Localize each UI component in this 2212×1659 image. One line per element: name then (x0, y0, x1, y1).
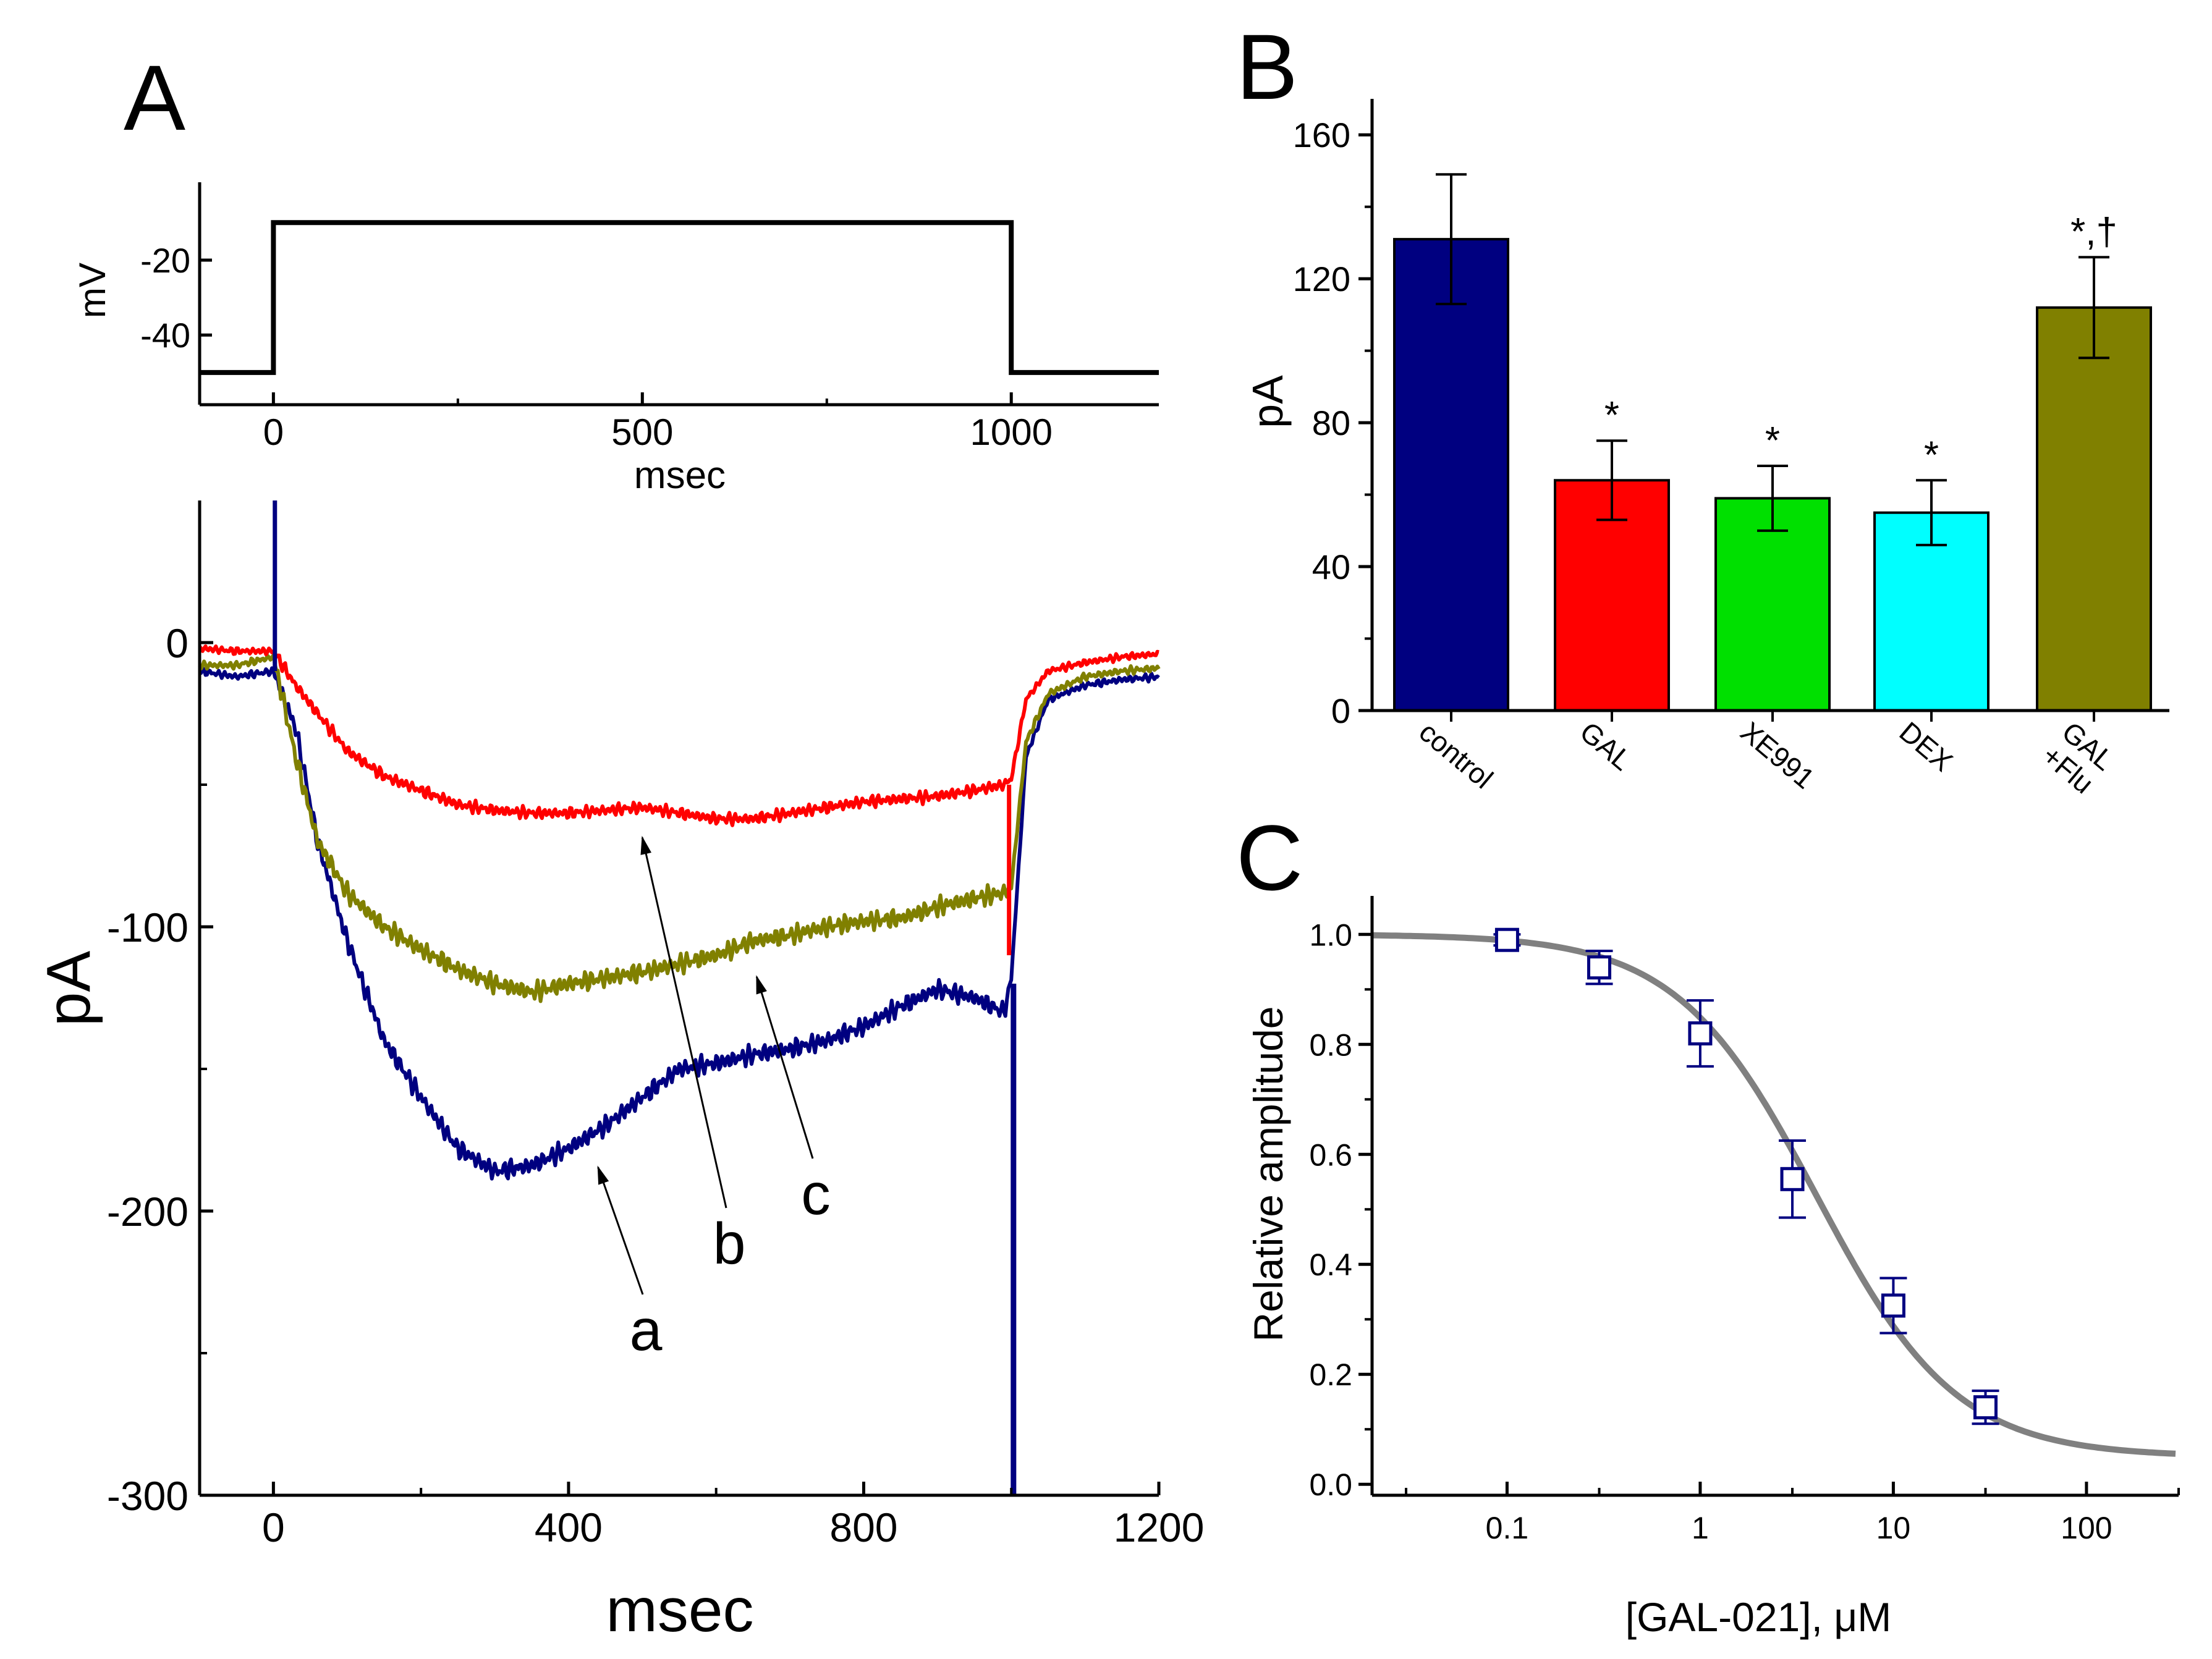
data-point (1688, 1021, 1713, 1045)
data-point (1494, 927, 1519, 952)
voltage-x-tick-label: 1000 (970, 412, 1052, 453)
voltage-y-tick-label: -20 (140, 241, 190, 280)
data-point (1587, 955, 1612, 980)
data-point (1780, 1167, 1805, 1191)
dose-y-tick-label: 0.6 (1309, 1138, 1352, 1172)
voltage-y-tick-label: -40 (140, 316, 190, 355)
bar-2 (1714, 497, 1831, 712)
significance-mark-2: * (1765, 420, 1780, 462)
voltage-axes: 0 500 1000 -20 -40 (140, 182, 1159, 453)
voltage-trace-group (200, 220, 1159, 375)
category-label-line: GAL (1574, 716, 1638, 777)
current-y-tick-label: 0 (166, 620, 189, 666)
bar-0 (1393, 238, 1509, 712)
dose-y-tick-label: 0.2 (1309, 1357, 1352, 1392)
category-label-1: GAL (1574, 716, 1638, 777)
current-trace-c (198, 653, 1161, 1003)
bar-y-tick-label: 120 (1293, 260, 1350, 298)
significance-mark-3: * (1924, 434, 1939, 476)
panel-label-b: B (1236, 15, 1298, 119)
dose-y-tick-label: 0.0 (1309, 1467, 1352, 1502)
fit-curve (1372, 932, 2176, 1457)
current-x-axis-label: msec (606, 1576, 754, 1645)
current-x-tick-label: 0 (262, 1505, 285, 1550)
category-label-4: GAL+Flu (2036, 716, 2120, 800)
voltage-y-axis-label: mV (72, 263, 113, 318)
bar-y-axis-label: pA (1244, 375, 1292, 428)
current-y-tick-label: -200 (107, 1189, 189, 1235)
bar-axes: 0 40 80 120 160 (1293, 99, 2169, 730)
dose-y-tick-label: 0.8 (1309, 1028, 1352, 1062)
current-y-tick-label: -300 (107, 1473, 189, 1519)
voltage-x-tick-label: 500 (611, 412, 673, 453)
annotation-label-a: a (630, 1298, 663, 1363)
bar-y-tick-label: 0 (1331, 691, 1350, 730)
voltage-trace-line (200, 220, 1159, 375)
category-label-3: DEX (1894, 716, 1959, 778)
current-x-tick-label: 800 (829, 1505, 897, 1550)
current-trace-a (199, 666, 1160, 1181)
current-trace-group (198, 500, 1161, 1495)
fit-curve-group (1372, 932, 2176, 1457)
significance-mark-1: * (1604, 394, 1619, 437)
bar-4 (2036, 306, 2152, 712)
dose-axes: 0.1 1 10 100 0.0 0.2 0.4 0.6 0.8 1.0 (1309, 896, 2180, 1545)
dose-x-tick-label: 100 (2061, 1511, 2112, 1545)
bar-y-tick-label: 40 (1312, 547, 1350, 586)
dose-x-tick-label: 1 (1692, 1511, 1709, 1545)
current-x-tick-label: 1200 (1114, 1505, 1205, 1550)
annotation-label-c: c (801, 1162, 831, 1227)
panel-label-a: A (124, 46, 185, 150)
voltage-x-tick-label: 0 (263, 412, 284, 453)
annotation-arrow-b (640, 835, 727, 1209)
dose-y-tick-label: 1.0 (1309, 918, 1352, 952)
annotation-arrow-a (597, 1165, 644, 1295)
data-point (1881, 1293, 1905, 1318)
category-label-line: XE991 (1735, 716, 1821, 795)
current-axes: 0 400 800 1200 0 -100 -200 -300 (107, 500, 1205, 1550)
current-y-axis-label: pA (34, 951, 103, 1027)
annotation-label-b: b (713, 1211, 746, 1277)
panel-label-c: C (1236, 806, 1303, 910)
panel-c-dose-response: 0.1 1 10 100 0.0 0.2 0.4 0.6 0.8 1.0 Relative amp… (1245, 896, 2180, 1640)
trace-annotations: abc (597, 835, 831, 1363)
significance-mark-4: *,† (2070, 211, 2117, 253)
category-label-0: control (1413, 716, 1499, 795)
dose-y-axis-label: Relative amplitude (1245, 1007, 1291, 1342)
category-label-line: control (1413, 716, 1499, 795)
current-trace-b (198, 644, 1159, 827)
category-label-line: DEX (1894, 716, 1959, 778)
bar-group: control * GAL * XE991 * DEX *,† GAL+Flu (1393, 173, 2152, 800)
panel-a-voltage-plot: 0 500 1000 -20 -40 mV msec (72, 182, 1159, 497)
dose-y-tick-label: 0.4 (1309, 1247, 1352, 1282)
dose-x-tick-label: 0.1 (1486, 1511, 1529, 1545)
current-x-tick-label: 400 (535, 1505, 603, 1550)
annotation-arrow-c (755, 975, 814, 1159)
voltage-x-axis-label: msec (634, 454, 726, 497)
data-point (1973, 1395, 1998, 1420)
bar-y-tick-label: 80 (1312, 403, 1350, 442)
panel-b-bar-chart: control * GAL * XE991 * DEX *,† GAL+Flu 0 40 80 120… (1244, 99, 2169, 800)
category-label-2: XE991 (1735, 716, 1821, 795)
dose-x-tick-label: 10 (1876, 1511, 1911, 1545)
data-point-group (1493, 927, 1999, 1425)
current-y-tick-label: -100 (107, 905, 189, 950)
bar-y-tick-label: 160 (1293, 116, 1350, 154)
dose-x-axis-label: [GAL-021], μM (1625, 1594, 1892, 1640)
panel-a-current-plot: 0 400 800 1200 0 -100 -200 -300 abc pA msec (34, 500, 1204, 1645)
